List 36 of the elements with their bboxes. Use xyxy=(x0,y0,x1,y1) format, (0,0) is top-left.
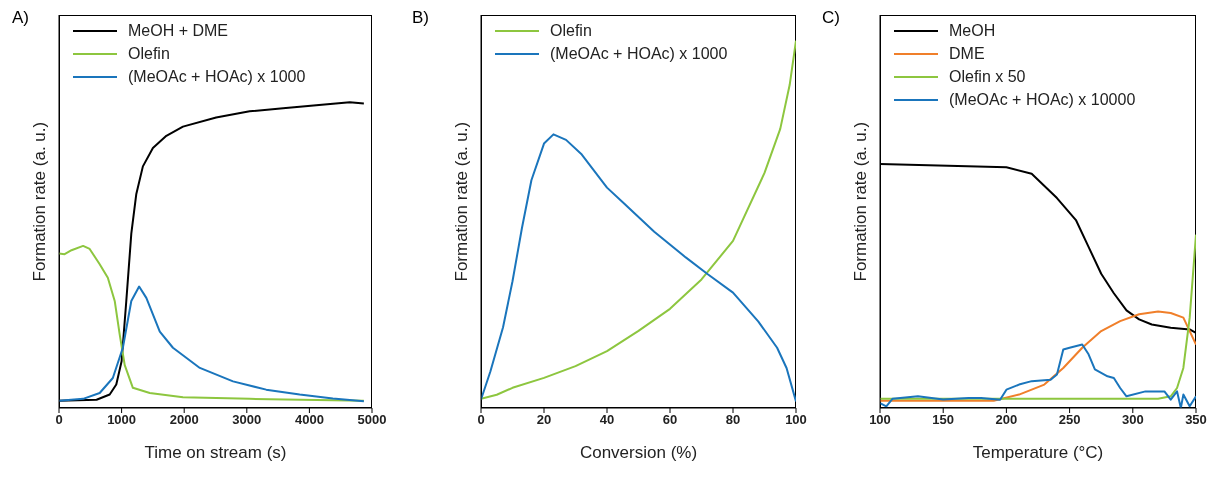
legend-label: (MeOAc + HOAc) x 1000 xyxy=(550,44,728,64)
x-tick-label: 4000 xyxy=(294,412,324,428)
x-tick-label: 150 xyxy=(932,412,955,428)
x-tick-label: 100 xyxy=(785,412,807,428)
legend-label: (MeOAc + HOAc) x 1000 xyxy=(128,67,306,87)
legend-label: (MeOAc + HOAc) x 10000 xyxy=(949,90,1136,110)
x-tick-label: 100 xyxy=(869,412,891,428)
legend-label: Olefin x 50 xyxy=(949,67,1026,87)
x-tick-label: 60 xyxy=(662,412,678,428)
x-tick-label: 1000 xyxy=(107,412,137,428)
y-axis-title: Formation rate (a. u.) xyxy=(30,121,50,282)
x-tick-label: 350 xyxy=(1185,412,1207,428)
x-tick-label: 300 xyxy=(1121,412,1144,428)
legend-label: Olefin xyxy=(550,21,592,41)
x-tick-label: 200 xyxy=(995,412,1018,428)
chart-title: B) xyxy=(412,8,429,28)
y-axis-title: Formation rate (a. u.) xyxy=(851,121,871,282)
x-tick-label: 0 xyxy=(477,412,485,428)
x-tick-label: 80 xyxy=(725,412,741,428)
x-tick-label: 5000 xyxy=(357,412,387,428)
x-tick-label: 40 xyxy=(599,412,615,428)
y-axis-title: Formation rate (a. u.) xyxy=(452,121,472,282)
x-tick-label: 20 xyxy=(536,412,552,428)
legend-label: Olefin xyxy=(128,44,170,64)
x-axis-title: Time on stream (s) xyxy=(144,443,287,462)
legend-label: DME xyxy=(949,44,985,64)
legend-label: MeOH xyxy=(949,21,996,41)
x-tick-label: 3000 xyxy=(232,412,262,428)
x-tick-label: 2000 xyxy=(169,412,199,428)
chart-title: C) xyxy=(822,8,840,28)
x-axis-title: Conversion (%) xyxy=(579,443,698,462)
x-tick-label: 250 xyxy=(1058,412,1081,428)
legend-label: MeOH + DME xyxy=(128,21,229,41)
x-tick-label: 0 xyxy=(55,412,63,428)
x-axis-title: Temperature (°C) xyxy=(972,443,1104,462)
chart-title: A) xyxy=(12,8,29,28)
